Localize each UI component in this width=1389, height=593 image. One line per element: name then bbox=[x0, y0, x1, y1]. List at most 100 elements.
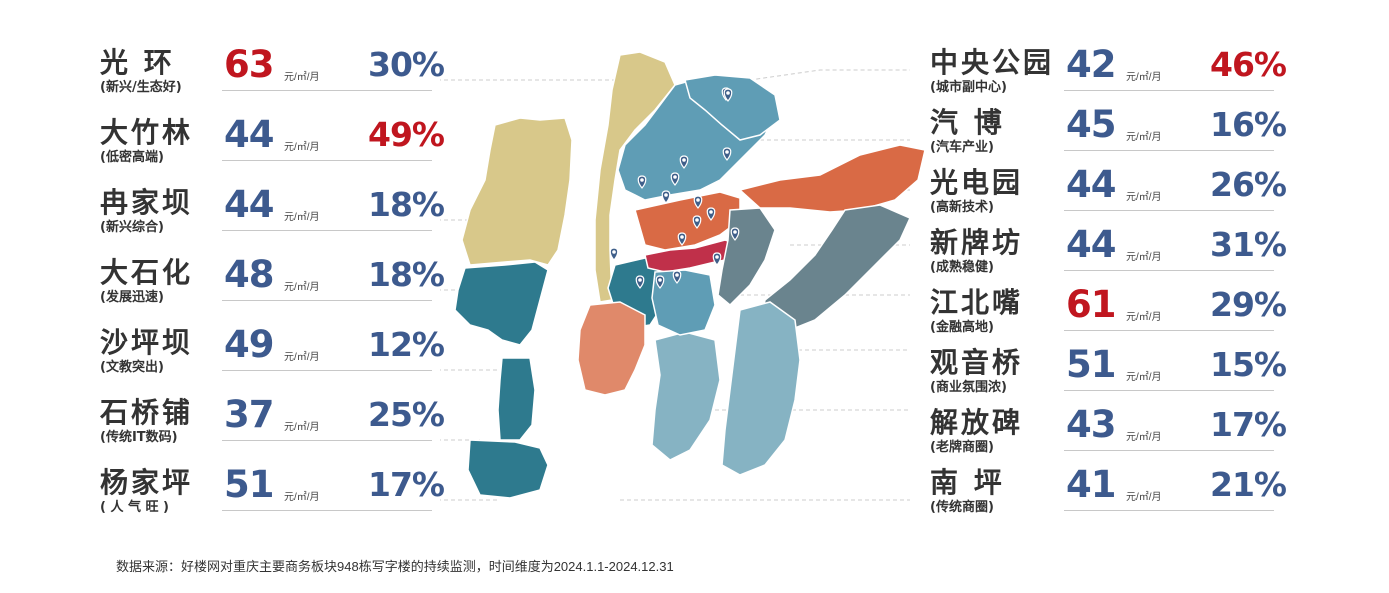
district-name: 江北嘴 bbox=[930, 286, 1024, 319]
rent-unit: 元/㎡/月 bbox=[1126, 312, 1162, 323]
rent-value: 45 bbox=[1066, 103, 1116, 146]
row-underline bbox=[1064, 330, 1274, 331]
row-underline bbox=[1064, 150, 1274, 151]
rent-value: 44 bbox=[224, 113, 274, 156]
left-district-row: 大竹林 (低密高端) 44 元/㎡/月 49% bbox=[0, 113, 1389, 179]
district-name: 光 环 bbox=[100, 46, 175, 79]
row-underline bbox=[222, 160, 432, 161]
district-descriptor: (高新技术) bbox=[930, 200, 994, 215]
row-underline bbox=[222, 230, 432, 231]
map-pin-icon bbox=[722, 147, 732, 161]
district-name: 光电园 bbox=[930, 166, 1024, 199]
vacancy-percentage: 30% bbox=[368, 45, 445, 84]
vacancy-percentage: 29% bbox=[1210, 285, 1287, 324]
row-underline bbox=[222, 300, 432, 301]
vacancy-percentage: 15% bbox=[1210, 345, 1287, 384]
district-name: 石桥铺 bbox=[100, 396, 194, 429]
district-name: 解放碑 bbox=[930, 406, 1024, 439]
rent-unit: 元/㎡/月 bbox=[1126, 192, 1162, 203]
rent-unit: 元/㎡/月 bbox=[284, 282, 320, 293]
vacancy-percentage: 21% bbox=[1210, 465, 1287, 504]
map-pin-icon bbox=[661, 190, 671, 204]
district-descriptor: (新兴/生态好) bbox=[100, 80, 182, 95]
region-shapingba bbox=[497, 357, 536, 441]
district-name: 大竹林 bbox=[100, 116, 194, 149]
district-descriptor: (成熟稳健) bbox=[930, 260, 994, 275]
row-underline bbox=[222, 370, 432, 371]
row-underline bbox=[1064, 210, 1274, 211]
region-shiqiaopu bbox=[467, 439, 549, 499]
left-district-row: 石桥铺 (传统IT数码) 37 元/㎡/月 25% bbox=[0, 395, 1389, 459]
map-pin-icon bbox=[635, 275, 645, 289]
row-underline bbox=[222, 510, 432, 511]
vacancy-percentage: 12% bbox=[368, 325, 445, 364]
rent-unit: 元/㎡/月 bbox=[1126, 492, 1162, 503]
data-source-footnote: 数据来源：好楼网对重庆主要商务板块948栋写字楼的持续监测，时间维度为2024.… bbox=[116, 559, 674, 574]
region-qibo bbox=[738, 144, 926, 213]
vacancy-percentage: 25% bbox=[368, 395, 445, 434]
vacancy-percentage: 49% bbox=[368, 115, 445, 154]
rent-value: 48 bbox=[224, 253, 274, 296]
district-descriptor: (文教突出) bbox=[100, 360, 164, 375]
district-descriptor: (传统IT数码) bbox=[100, 430, 178, 445]
rent-unit: 元/㎡/月 bbox=[284, 72, 320, 83]
rent-value: 49 bbox=[224, 323, 274, 366]
vacancy-percentage: 18% bbox=[368, 255, 445, 294]
right-district-row: 新牌坊 (成熟稳健) 44 元/㎡/月 31% bbox=[0, 225, 1389, 289]
district-name: 大石化 bbox=[100, 256, 194, 289]
row-underline bbox=[222, 440, 432, 441]
rent-value: 42 bbox=[1066, 43, 1116, 86]
left-district-row: 杨家坪( 人 气 旺 ) 51 元/㎡/月 17% bbox=[0, 463, 1389, 529]
region-guanghuan bbox=[594, 51, 676, 303]
vacancy-percentage: 46% bbox=[1210, 45, 1287, 84]
row-underline bbox=[1064, 390, 1274, 391]
map-pins bbox=[609, 87, 740, 289]
vacancy-percentage: 17% bbox=[1210, 405, 1287, 444]
rent-value: 51 bbox=[224, 463, 274, 506]
region-central-steel bbox=[651, 269, 716, 336]
map-pin-icon bbox=[730, 227, 740, 241]
vacancy-percentage: 31% bbox=[1210, 225, 1287, 264]
map-pin-icon bbox=[712, 252, 722, 266]
district-descriptor: (低密高端) bbox=[100, 150, 164, 165]
district-descriptor: (发展迅速) bbox=[100, 290, 164, 305]
map-pin-icon bbox=[609, 247, 619, 261]
row-underline bbox=[1064, 510, 1274, 511]
rent-value: 41 bbox=[1066, 463, 1116, 506]
district-map bbox=[440, 51, 926, 501]
vacancy-percentage: 16% bbox=[1210, 105, 1287, 144]
right-district-row: 南 坪 (传统商圈) 41 元/㎡/月 21% bbox=[0, 463, 1389, 529]
district-descriptor: (商业氛围浓) bbox=[930, 380, 1007, 395]
map-pin-icon bbox=[706, 207, 716, 221]
rent-value: 44 bbox=[1066, 163, 1116, 206]
vacancy-percentage: 18% bbox=[368, 185, 445, 224]
map-pin-icon bbox=[637, 175, 647, 189]
right-district-row: 中央公园 (城市副中心) 42 元/㎡/月 46% bbox=[0, 43, 1389, 109]
rent-value: 44 bbox=[224, 183, 274, 226]
left-district-row: 沙坪坝 (文教突出) 49 元/㎡/月 12% bbox=[0, 323, 1389, 389]
rent-unit: 元/㎡/月 bbox=[1126, 72, 1162, 83]
rent-unit: 元/㎡/月 bbox=[284, 142, 320, 153]
district-descriptor: (汽车产业) bbox=[930, 140, 994, 155]
map-pin-icon bbox=[672, 270, 682, 284]
map-pin-icon bbox=[679, 155, 689, 169]
region-jiefangbei bbox=[577, 301, 646, 396]
district-name: 汽 博 bbox=[930, 106, 1005, 139]
district-descriptor: (传统商圈) bbox=[930, 500, 994, 515]
rent-unit: 元/㎡/月 bbox=[284, 352, 320, 363]
region-zhongyang bbox=[684, 74, 781, 141]
map-pin-icon bbox=[670, 172, 680, 186]
region-south-light bbox=[651, 331, 721, 461]
rent-unit: 元/㎡/月 bbox=[284, 492, 320, 503]
rent-value: 61 bbox=[1066, 283, 1116, 326]
right-district-row: 汽 博 (汽车产业) 45 元/㎡/月 16% bbox=[0, 103, 1389, 169]
row-underline bbox=[1064, 90, 1274, 91]
district-name: 杨家坪 bbox=[100, 466, 194, 499]
right-district-row: 光电园 (高新技术) 44 元/㎡/月 26% bbox=[0, 163, 1389, 229]
district-name: 观音桥 bbox=[930, 346, 1024, 379]
vacancy-percentage: 26% bbox=[1210, 165, 1287, 204]
district-name: 中央公园 bbox=[930, 46, 1055, 79]
left-district-row: 冉家坝 (新兴综合) 44 元/㎡/月 18% bbox=[0, 183, 1389, 249]
vacancy-percentage: 17% bbox=[368, 465, 445, 504]
right-district-row: 江北嘴 (金融高地) 61 元/㎡/月 29% bbox=[0, 283, 1389, 349]
